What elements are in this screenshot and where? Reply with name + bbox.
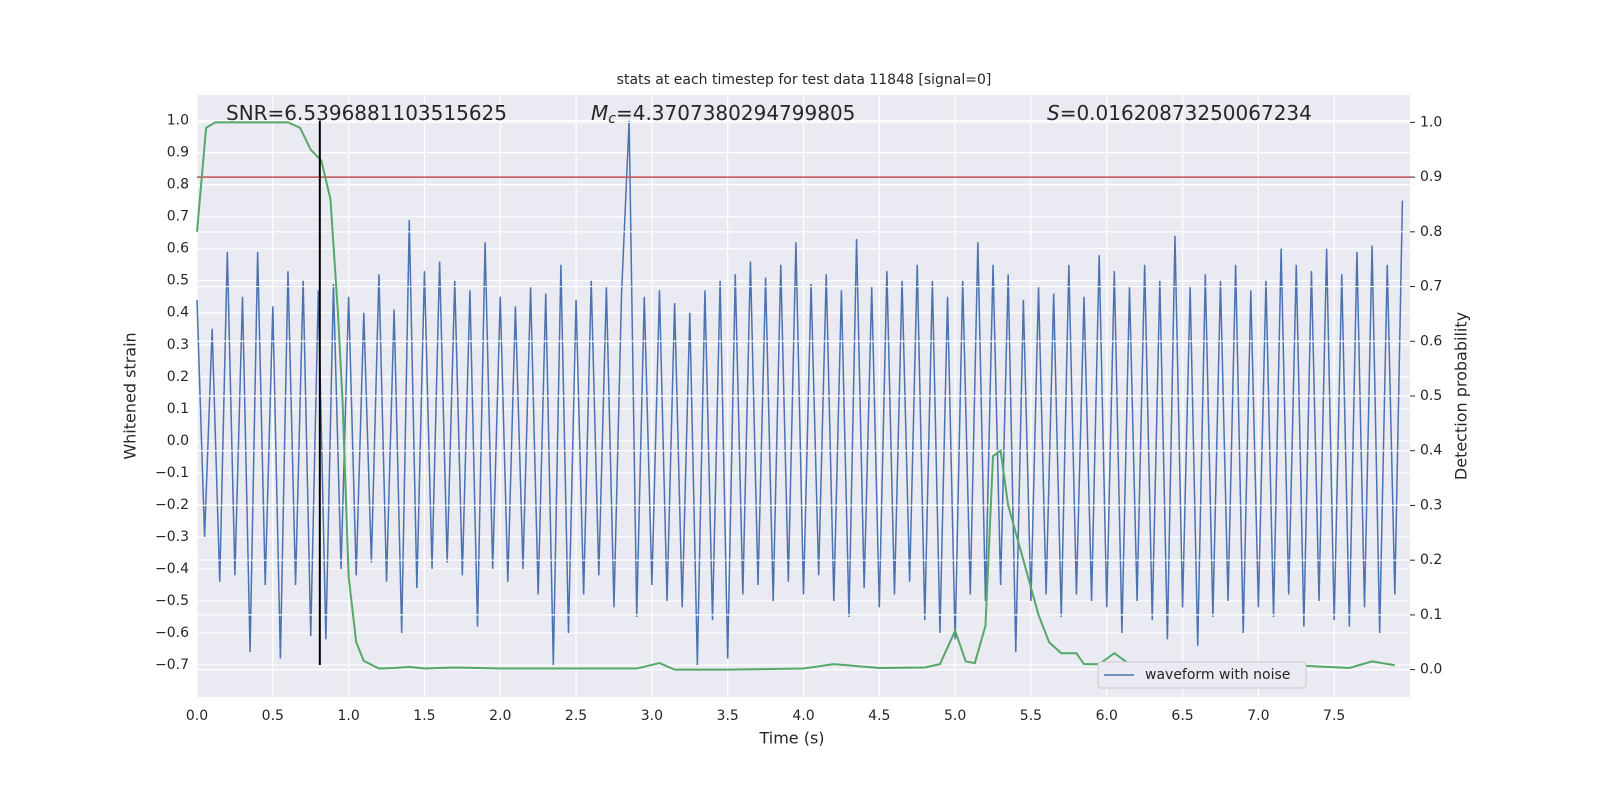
y2-tick-label: 0.0 — [1420, 662, 1442, 678]
line-series — [196, 121, 1396, 671]
x-axis-label: Time (s) — [758, 729, 824, 748]
annotation-symbol: M — [591, 101, 608, 125]
x-tick-label: 6.5 — [1171, 708, 1193, 724]
annotation: Mc=4.3707380294799805 — [591, 101, 855, 128]
y-tick-label: −0.2 — [155, 497, 189, 513]
x-tick-label: 0.5 — [262, 708, 284, 724]
y-tick-label: 0.2 — [167, 369, 189, 385]
legend-label: waveform with noise — [1145, 667, 1290, 683]
y-tick-label: 0.5 — [167, 273, 189, 289]
y2-tick-label: 0.1 — [1420, 607, 1442, 623]
y-tick-label: 0.3 — [167, 337, 189, 353]
x-tick-label: 3.5 — [717, 708, 739, 724]
x-tick-label: 4.0 — [792, 708, 814, 724]
y2-tick-label: 0.2 — [1420, 552, 1442, 568]
annotation-subscript: c — [608, 111, 616, 127]
y-tick-label: 0.6 — [167, 241, 189, 257]
legend-box — [1097, 661, 1307, 689]
x-tick-label: 7.0 — [1247, 708, 1269, 724]
x-tick-label: 2.0 — [489, 708, 511, 724]
y-tick-label: 1.0 — [167, 113, 189, 129]
y2-axis-label: Detection probability — [1452, 312, 1471, 480]
x-tick-label: 5.0 — [944, 708, 966, 724]
y-tick-label: 0.9 — [167, 145, 189, 161]
y-tick-label: −0.4 — [155, 561, 189, 577]
annotation: SNR=6.5396881103515625 — [226, 101, 507, 125]
annotation-text: =0.01620873250067234 — [1060, 101, 1312, 125]
y2-tick-label: 0.8 — [1420, 224, 1442, 240]
y-tick-label: 0.8 — [167, 177, 189, 193]
chart-title: stats at each timestep for test data 118… — [617, 72, 992, 88]
x-tick-label: 1.0 — [337, 708, 359, 724]
annotation-text: =4.3707380294799805 — [616, 101, 855, 125]
x-tick-label: 1.5 — [413, 708, 435, 724]
y2-tick-label: 0.5 — [1420, 388, 1442, 404]
y2-tick-label: 0.7 — [1420, 279, 1442, 295]
annotation-symbol: S — [1047, 101, 1060, 125]
y2-tick-label: 0.4 — [1420, 443, 1442, 459]
y-tick-label: 0.0 — [167, 433, 189, 449]
x-tick-label: 4.5 — [868, 708, 890, 724]
x-tick-label: 3.0 — [641, 708, 663, 724]
line-series — [196, 120, 1404, 665]
y-tick-label: 0.1 — [167, 401, 189, 417]
y-tick-label: −0.1 — [155, 465, 189, 481]
x-tick-label: 0.0 — [186, 708, 208, 724]
y-tick-label: −0.7 — [155, 657, 189, 673]
x-tick-label: 5.5 — [1020, 708, 1042, 724]
x-tick-label: 6.0 — [1096, 708, 1118, 724]
x-tick-label: 2.5 — [565, 708, 587, 724]
annotation: S=0.01620873250067234 — [1047, 101, 1312, 125]
legend: waveform with noise — [1097, 661, 1307, 689]
y-tick-label: 0.4 — [167, 305, 189, 321]
x-tick-label: 7.5 — [1323, 708, 1345, 724]
y-tick-label: −0.3 — [155, 529, 189, 545]
y2-tick-label: 1.0 — [1420, 114, 1442, 130]
y-axis-label: Whitened strain — [121, 332, 140, 459]
y-tick-label: −0.6 — [155, 625, 189, 641]
y2-tick-label: 0.3 — [1420, 497, 1442, 513]
annotation-text: SNR=6.5396881103515625 — [226, 101, 507, 125]
y-tick-label: −0.5 — [155, 593, 189, 609]
y-tick-label: 0.7 — [167, 209, 189, 225]
y2-tick-label: 0.9 — [1420, 169, 1442, 185]
y2-tick-label: 0.6 — [1420, 333, 1442, 349]
